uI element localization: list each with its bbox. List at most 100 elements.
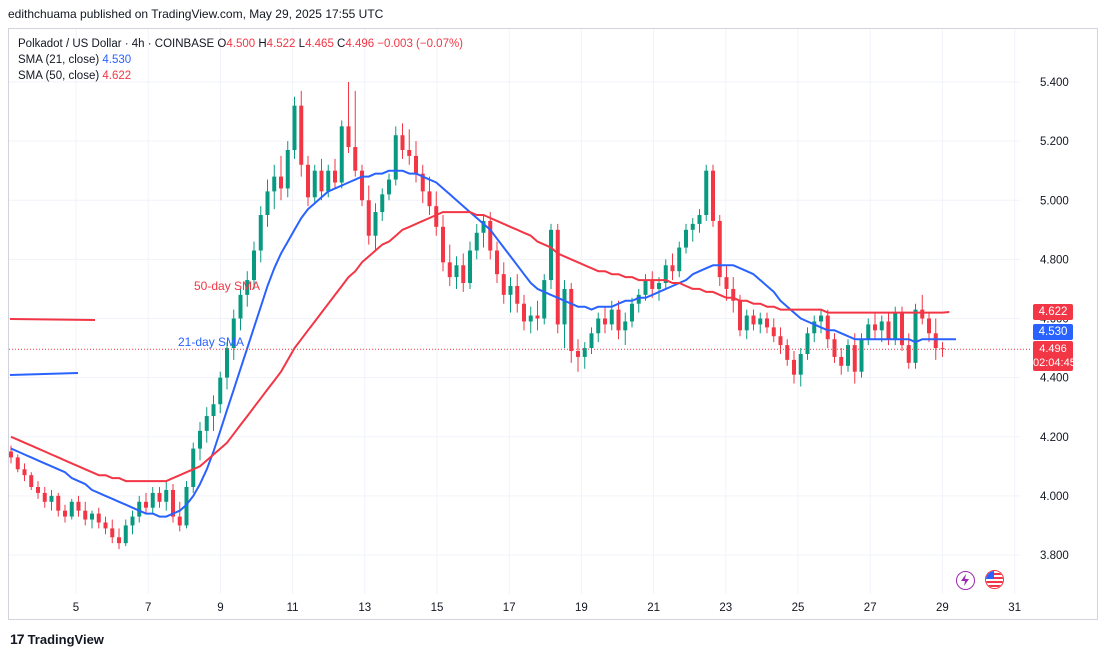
candle-body xyxy=(103,522,108,529)
candle xyxy=(414,141,418,183)
y-tick-label: 4.800 xyxy=(1040,254,1069,266)
candle xyxy=(704,164,709,221)
candle xyxy=(299,90,304,177)
candle-body xyxy=(204,416,209,431)
candle xyxy=(22,463,27,482)
candle-body xyxy=(319,170,324,192)
publisher-line: edithchuama published on TradingView.com… xyxy=(8,7,384,21)
candle xyxy=(204,407,209,443)
candle-body xyxy=(819,315,823,322)
candle-body xyxy=(400,135,405,150)
legend-sma21-row[interactable]: SMA (21, close) 4.530 xyxy=(18,52,463,68)
candle xyxy=(63,504,67,523)
candle-body xyxy=(63,510,67,517)
x-tick-label: 17 xyxy=(503,602,516,614)
candle-body xyxy=(900,312,904,346)
candle-body xyxy=(387,179,391,195)
candle xyxy=(130,510,135,535)
candle xyxy=(346,82,351,153)
candle xyxy=(535,300,540,331)
candle-body xyxy=(657,283,661,289)
candle-body xyxy=(481,220,486,233)
candle xyxy=(717,215,722,286)
legend-sma50-label: SMA (50, close) xyxy=(18,70,100,82)
legend-h-val: 4.522 xyxy=(266,38,296,50)
candle-body xyxy=(920,309,925,319)
legend-h-key: H xyxy=(258,38,267,50)
candle xyxy=(549,223,553,289)
candle xyxy=(420,164,425,204)
x-tick-label: 9 xyxy=(217,602,223,614)
y-tick-label: 5.400 xyxy=(1040,77,1069,89)
candle xyxy=(252,241,256,289)
candle xyxy=(164,481,169,511)
candle-body xyxy=(738,300,742,331)
candle-body xyxy=(211,404,216,417)
x-tick-label: 11 xyxy=(287,602,299,614)
candle xyxy=(555,223,560,334)
candle-body xyxy=(711,170,715,221)
candle xyxy=(488,212,493,260)
candle-body xyxy=(663,265,668,284)
candle-body xyxy=(333,170,337,183)
candle-body xyxy=(913,309,918,363)
candle xyxy=(643,274,648,301)
lightning-icon[interactable] xyxy=(956,571,975,590)
candle xyxy=(474,223,479,260)
candle-body xyxy=(576,351,580,357)
candle xyxy=(110,519,115,544)
candle-body xyxy=(805,333,810,354)
legend-sma21-value: 4.530 xyxy=(102,54,132,66)
candle-body xyxy=(137,501,142,517)
candle-body xyxy=(171,489,175,517)
tradingview-footer[interactable]: 17 TradingView xyxy=(10,631,104,647)
x-tick-label: 13 xyxy=(358,602,371,614)
candle-body xyxy=(407,149,412,156)
candle xyxy=(29,472,34,490)
x-tick-label: 15 xyxy=(431,602,444,614)
candle xyxy=(852,333,857,384)
candle xyxy=(886,312,891,346)
candle xyxy=(373,203,378,251)
candle-body xyxy=(110,528,115,538)
candle-body xyxy=(279,176,283,189)
candle xyxy=(603,306,607,334)
candle-body xyxy=(798,353,803,375)
candle-body xyxy=(191,448,196,488)
candle-body xyxy=(238,294,243,319)
candle-body xyxy=(852,345,857,372)
candle-body xyxy=(76,501,81,511)
last-price-value: 4.496 xyxy=(1039,343,1067,355)
candle xyxy=(285,141,290,198)
candle-body xyxy=(589,333,594,349)
candle-body xyxy=(414,155,418,174)
candle xyxy=(90,510,94,529)
candle xyxy=(542,274,547,325)
candle-body xyxy=(670,265,675,272)
sma50-line xyxy=(10,211,950,483)
candle xyxy=(913,303,918,369)
candle-body xyxy=(866,324,871,340)
legend-sma50-row[interactable]: SMA (50, close) 4.622 xyxy=(18,68,463,84)
tradingview-logo-icon: 17 xyxy=(10,631,25,647)
candle xyxy=(76,495,81,517)
candle-body xyxy=(643,280,648,295)
candle-body xyxy=(717,220,722,278)
candle xyxy=(15,454,20,473)
candle-body xyxy=(272,176,277,192)
candle xyxy=(427,176,432,216)
y-tick-label: 4.400 xyxy=(1040,373,1069,385)
candle-body xyxy=(785,345,790,360)
sma21-legacy-segment xyxy=(9,372,79,376)
candle xyxy=(117,528,121,550)
candle-body xyxy=(603,318,607,325)
candle-body xyxy=(157,492,162,502)
legend-c-key: C xyxy=(337,38,346,50)
candle-body xyxy=(771,327,776,337)
candle xyxy=(103,516,108,535)
candle-body xyxy=(265,191,270,216)
us-flag-icon[interactable] xyxy=(985,570,1004,589)
x-tick-label: 23 xyxy=(719,602,732,614)
candle-body xyxy=(292,105,297,150)
